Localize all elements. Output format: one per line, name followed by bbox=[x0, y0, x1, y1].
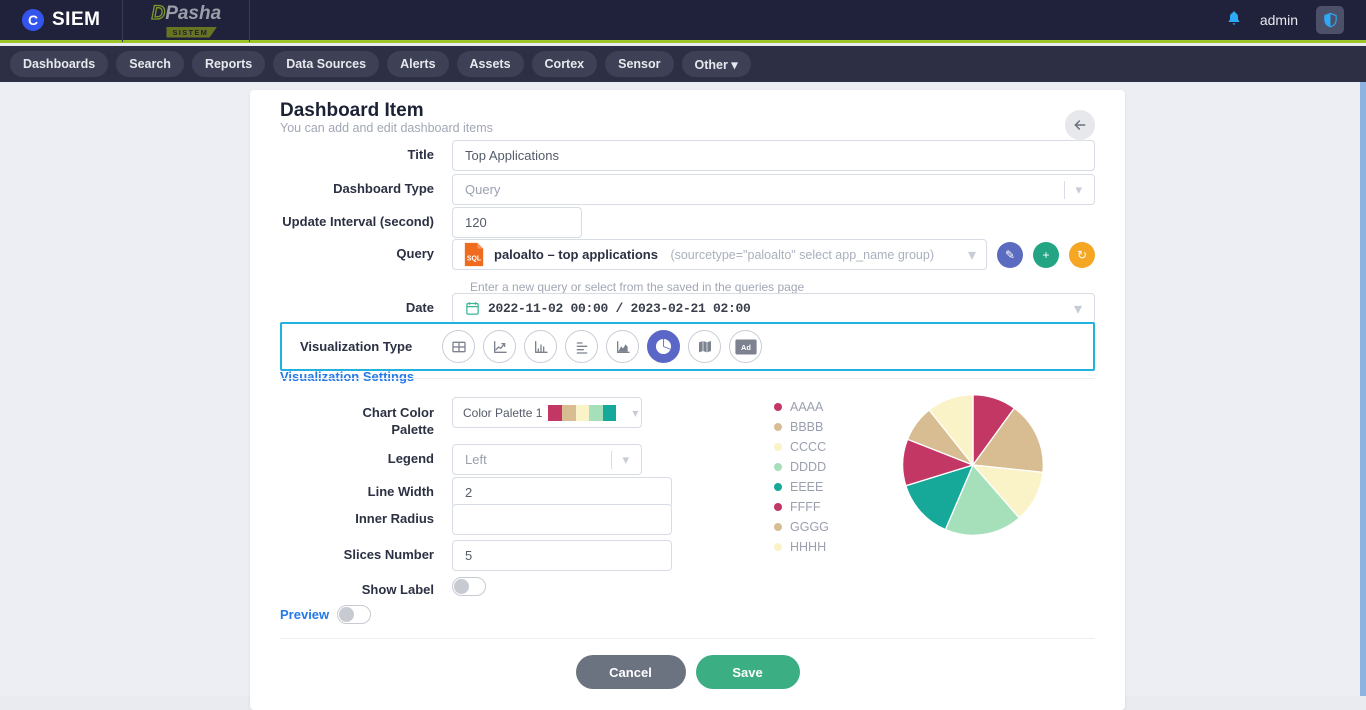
svg-text:SQL: SQL bbox=[467, 255, 481, 262]
svg-text:Ad: Ad bbox=[741, 343, 751, 352]
